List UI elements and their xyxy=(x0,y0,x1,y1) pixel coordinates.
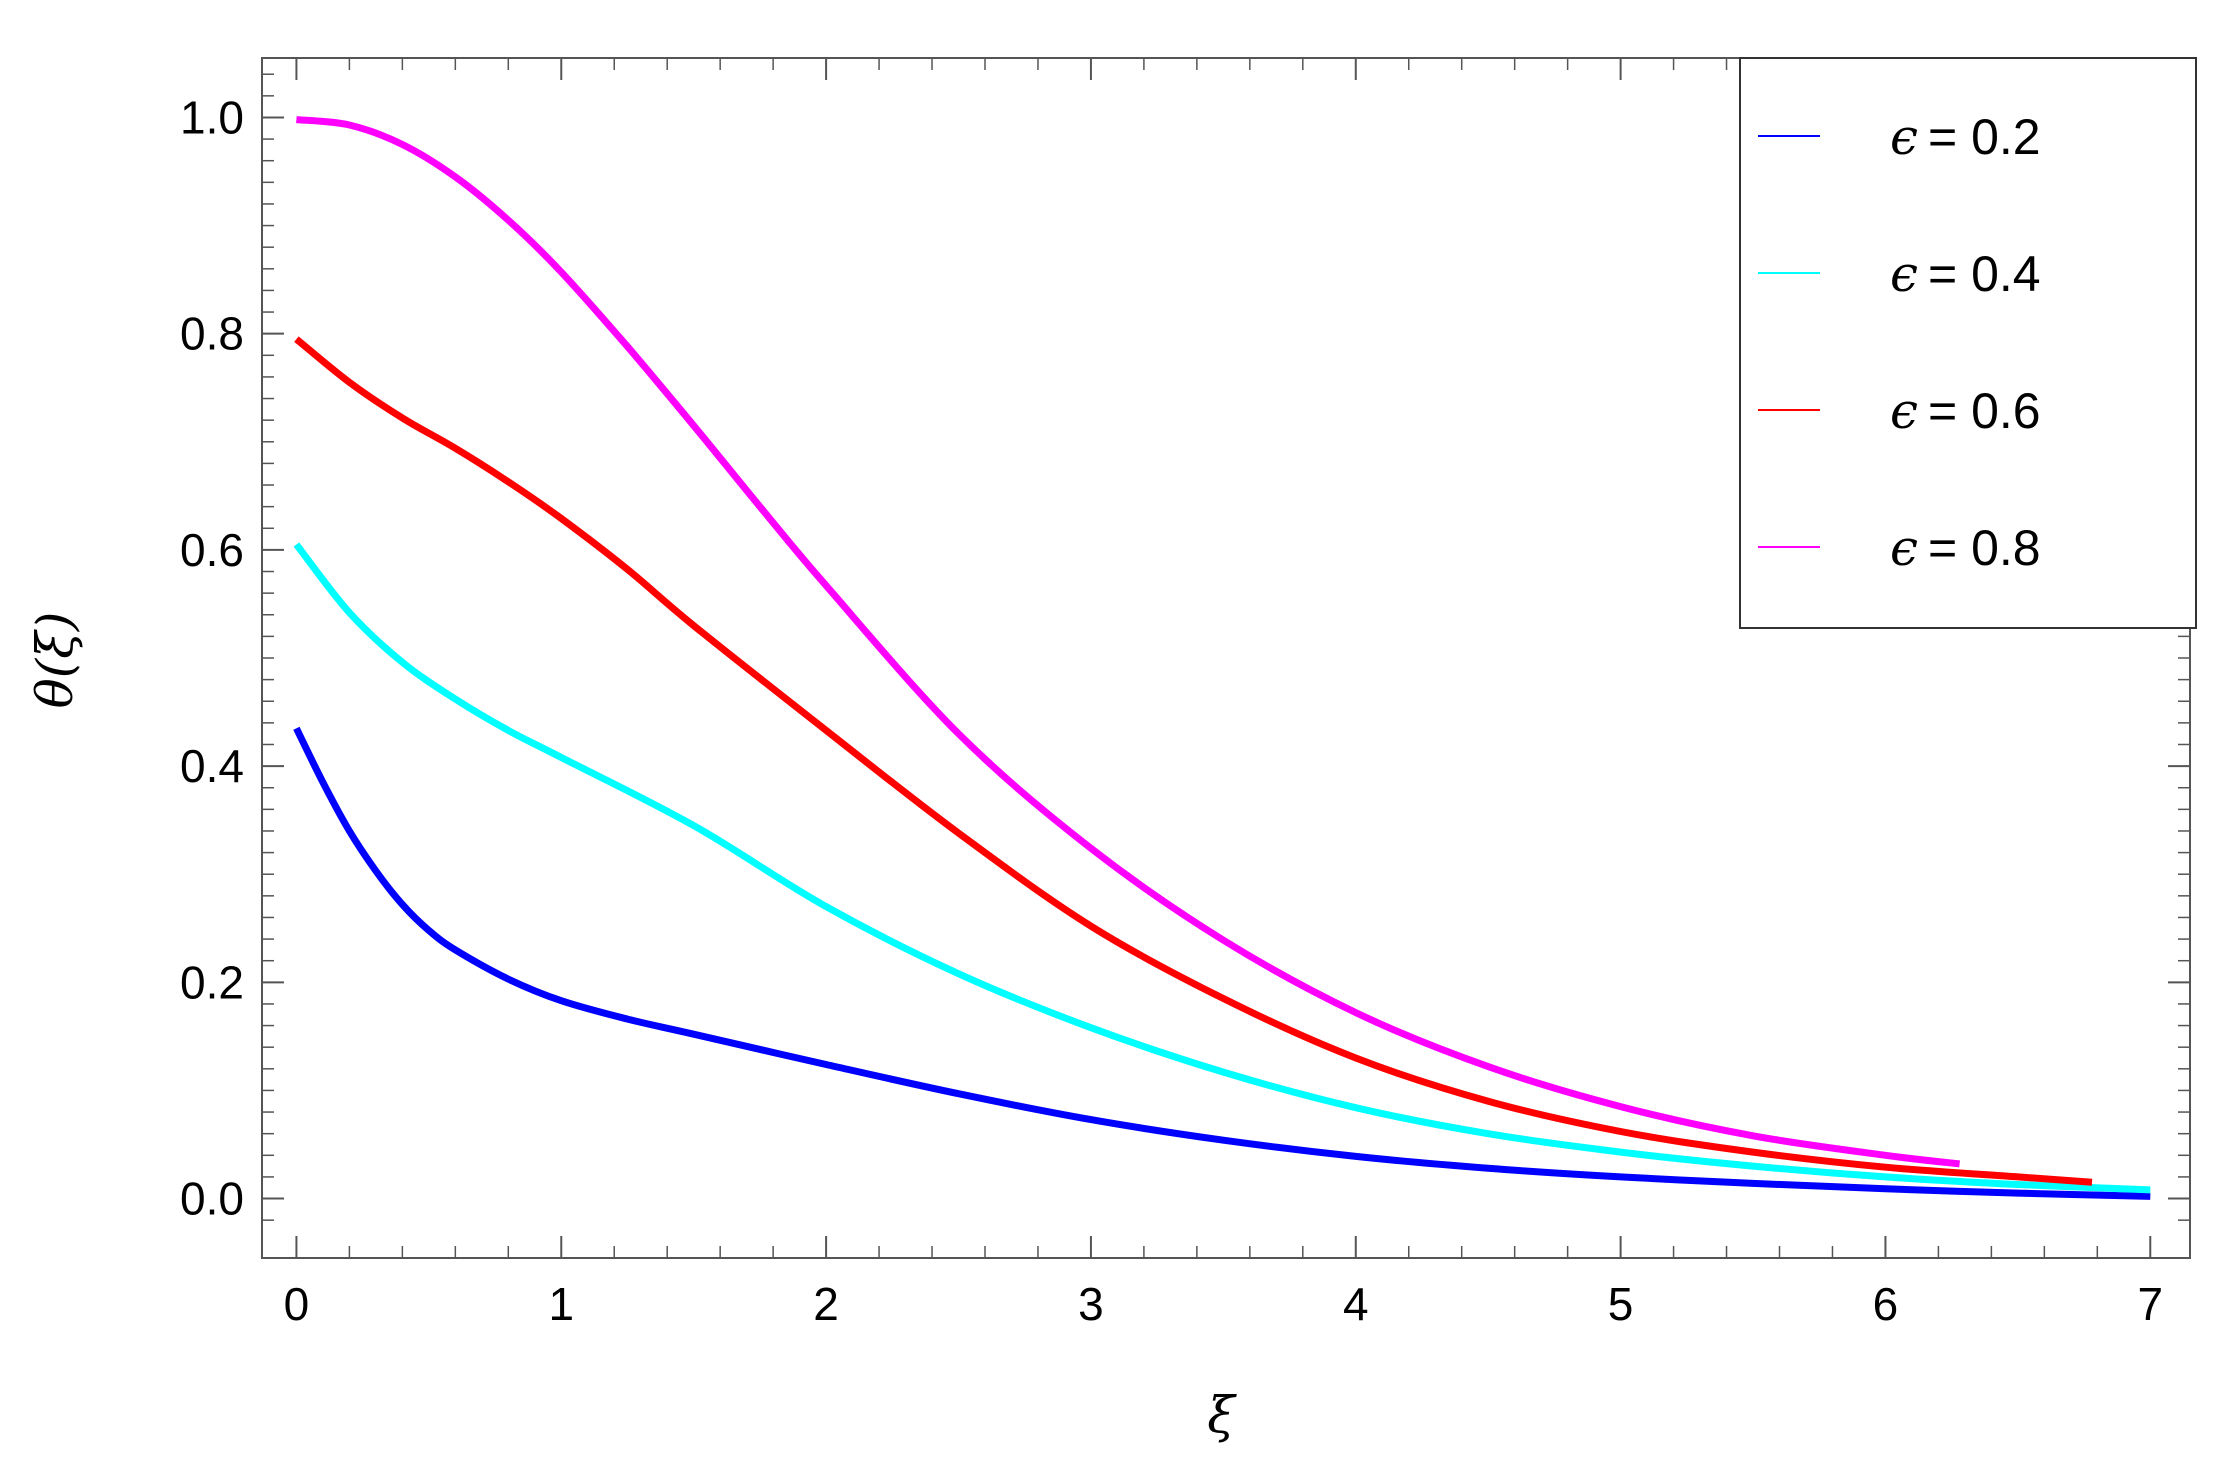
legend-label: ϵ = 0.6 xyxy=(1890,382,2041,440)
legend-epsilon: ϵ xyxy=(1890,245,1918,303)
legend-box xyxy=(1739,57,2197,629)
y-tick-label: 1.0 xyxy=(180,91,244,143)
legend: ϵ = 0.2ϵ = 0.4ϵ = 0.6ϵ = 0.8 xyxy=(1739,57,2197,629)
legend-value: = 0.4 xyxy=(1928,246,2041,302)
y-tick-label: 0.2 xyxy=(180,956,244,1008)
x-tick-label: 0 xyxy=(284,1278,310,1330)
legend-epsilon: ϵ xyxy=(1890,108,1918,166)
legend-value: = 0.8 xyxy=(1928,520,2041,576)
legend-label: ϵ = 0.8 xyxy=(1890,519,2041,577)
legend-value: = 0.6 xyxy=(1928,383,2041,439)
x-tick-label: 2 xyxy=(813,1278,839,1330)
legend-label: ϵ = 0.4 xyxy=(1890,245,2041,303)
y-tick-label: 0.0 xyxy=(180,1173,244,1225)
x-axis-title: ξ xyxy=(1207,1386,1237,1444)
x-tick-label: 6 xyxy=(1873,1278,1899,1330)
y-tick-label: 0.6 xyxy=(180,524,244,576)
series-line-4 xyxy=(296,116,1960,1168)
series-line-1 xyxy=(293,726,2151,1200)
tick-labels: 0 1 2 3 4 5 6 7 0.0 0.2 0.4 0.6 0.8 1.0 xyxy=(180,91,2163,1330)
legend-epsilon: ϵ xyxy=(1890,382,1918,440)
x-tick-label: 7 xyxy=(2137,1278,2163,1330)
y-tick-label: 0.4 xyxy=(180,740,244,792)
x-tick-label: 5 xyxy=(1608,1278,1634,1330)
series-line-2 xyxy=(293,542,2151,1194)
legend-value: = 0.2 xyxy=(1928,109,2041,165)
y-axis-title: θ(ξ) xyxy=(26,612,84,709)
y-tick-label: 0.8 xyxy=(180,308,244,360)
plot-frame xyxy=(261,57,2191,1259)
x-tick-label: 3 xyxy=(1078,1278,1104,1330)
x-tick-label: 4 xyxy=(1343,1278,1369,1330)
series-line-3 xyxy=(294,336,2093,1186)
legend-items: ϵ = 0.2ϵ = 0.4ϵ = 0.6ϵ = 0.8 xyxy=(1758,108,2041,577)
series-layer xyxy=(293,116,2151,1200)
x-tick-label: 1 xyxy=(548,1278,574,1330)
legend-epsilon: ϵ xyxy=(1890,519,1918,577)
legend-label: ϵ = 0.2 xyxy=(1890,108,2041,166)
